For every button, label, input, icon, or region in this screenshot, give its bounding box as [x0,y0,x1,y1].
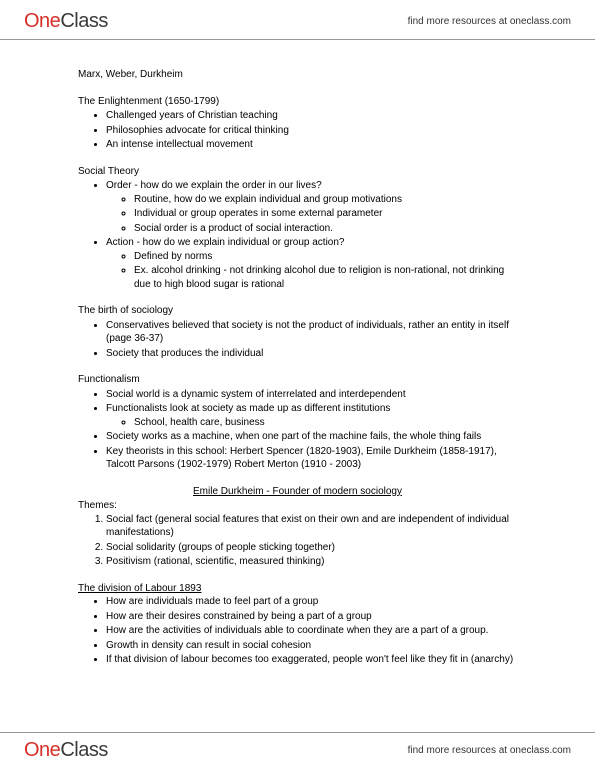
footer-logo-class: Class [60,739,108,762]
sub-list-item: Social order is a product of social inte… [134,222,517,236]
page-header: OneClass find more resources at oneclass… [0,0,595,40]
section-heading: Functionalism [78,373,517,387]
division-item: How are individuals made to feel part of… [106,595,517,609]
footer-logo: OneClass [24,739,108,762]
list-item: Society that produces the individual [106,347,517,361]
sub-list: School, health care, business [106,416,517,430]
division-heading: The division of Labour 1893 [78,582,517,596]
division-block: The division of Labour 1893 How are indi… [78,582,517,667]
bullet-list: Conservatives believed that society is n… [78,319,517,361]
section-block: The birth of sociologyConservatives beli… [78,304,517,360]
section-block: The Enlightenment (1650-1799)Challenged … [78,95,517,152]
list-item: Social world is a dynamic system of inte… [106,388,517,402]
bullet-list: Social world is a dynamic system of inte… [78,388,517,472]
sub-list: Routine, how do we explain individual an… [106,193,517,236]
document-title: Marx, Weber, Durkheim [78,68,517,82]
theme-item: Social fact (general social features tha… [106,513,517,540]
theme-item: Social solidarity (groups of people stic… [106,541,517,555]
division-item: If that division of labour becomes too e… [106,653,517,667]
footer-logo-one: One [24,739,60,762]
themes-list: Social fact (general social features tha… [78,513,517,569]
list-item: Philosophies advocate for critical think… [106,124,517,138]
themes-label: Themes: [78,499,517,513]
document-body: Marx, Weber, Durkheim The Enlightenment … [0,40,595,667]
division-item: How are their desires constrained by bei… [106,610,517,624]
section-block: FunctionalismSocial world is a dynamic s… [78,373,517,472]
logo-text-class: Class [60,10,108,33]
header-tagline: find more resources at oneclass.com [408,16,571,27]
list-item: Conservatives believed that society is n… [106,319,517,346]
section-heading: The birth of sociology [78,304,517,318]
list-item: Action - how do we explain individual or… [106,236,517,291]
page-footer: OneClass find more resources at oneclass… [0,732,595,770]
section-heading: Social Theory [78,165,517,179]
section-heading: The Enlightenment (1650-1799) [78,95,517,109]
sub-list-item: Routine, how do we explain individual an… [134,193,517,207]
list-item: Functionalists look at society as made u… [106,402,517,429]
logo-text-one: One [24,10,60,33]
list-item: Challenged years of Christian teaching [106,109,517,123]
list-item: Society works as a machine, when one par… [106,430,517,444]
division-list: How are individuals made to feel part of… [78,595,517,667]
theme-item: Positivism (rational, scientific, measur… [106,555,517,569]
themes-block: Themes: Social fact (general social feat… [78,499,517,569]
sub-list-item: Individual or group operates in some ext… [134,207,517,221]
durkheim-heading: Emile Durkheim - Founder of modern socio… [78,485,517,499]
bullet-list: Challenged years of Christian teachingPh… [78,109,517,152]
list-item: Order - how do we explain the order in o… [106,179,517,235]
division-item: How are the activities of individuals ab… [106,624,517,638]
bullet-list: Order - how do we explain the order in o… [78,179,517,291]
list-item: An intense intellectual movement [106,138,517,152]
sub-list-item: School, health care, business [134,416,517,430]
footer-tagline: find more resources at oneclass.com [408,745,571,756]
sub-list-item: Defined by norms [134,250,517,264]
list-item: Key theorists in this school: Herbert Sp… [106,445,517,472]
sub-list-item: Ex. alcohol drinking - not drinking alco… [134,264,517,291]
division-item: Growth in density can result in social c… [106,639,517,653]
section-block: Social TheoryOrder - how do we explain t… [78,165,517,292]
sub-list: Defined by normsEx. alcohol drinking - n… [106,250,517,292]
brand-logo: OneClass [24,10,108,33]
